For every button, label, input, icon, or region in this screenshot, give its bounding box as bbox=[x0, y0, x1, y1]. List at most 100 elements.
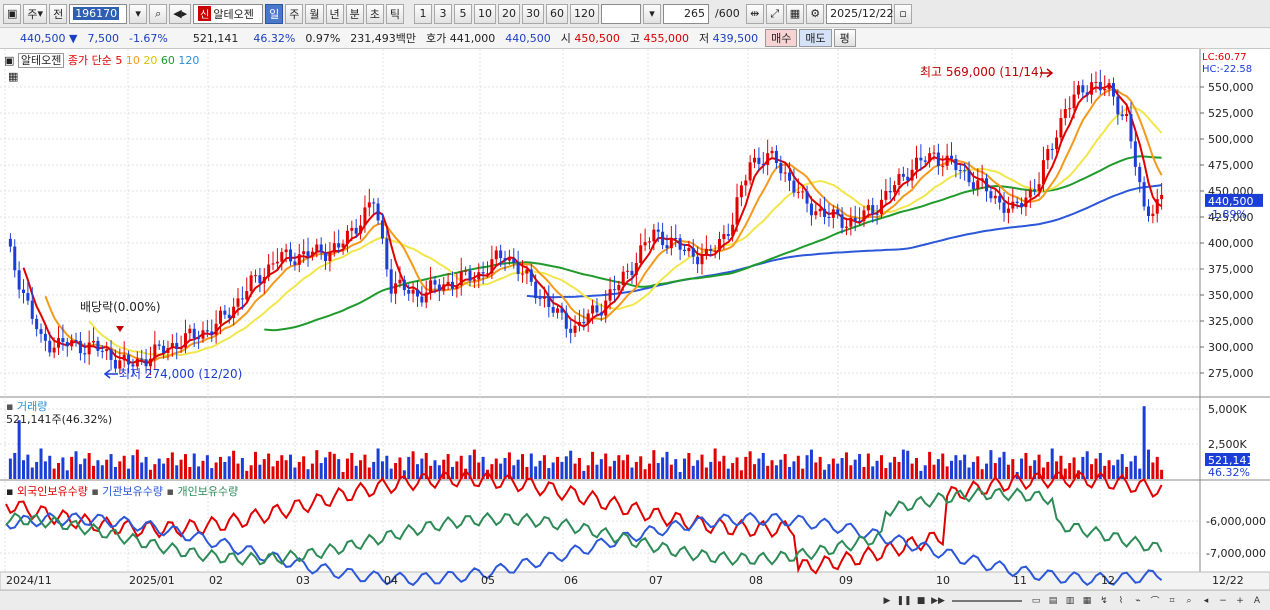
x-tick-label: 04 bbox=[384, 574, 398, 587]
open-block: 시 450,500 bbox=[556, 30, 625, 46]
candle-body bbox=[788, 172, 792, 181]
volume-bar bbox=[166, 458, 170, 479]
candle-body bbox=[906, 176, 910, 181]
prev-button[interactable]: 전 bbox=[49, 3, 68, 24]
candle-body bbox=[310, 251, 314, 257]
volume-bar bbox=[1107, 460, 1111, 479]
search-icon[interactable]: ⌕ bbox=[149, 3, 168, 24]
volume-bar bbox=[731, 463, 735, 479]
table-icon[interactable]: ▦ bbox=[8, 70, 19, 83]
stop-icon[interactable]: ■ bbox=[916, 595, 926, 606]
pause-icon[interactable]: ❚❚ bbox=[896, 595, 912, 606]
volume-bar bbox=[766, 465, 770, 479]
save-icon[interactable]: ▦ bbox=[785, 3, 805, 24]
sell-button[interactable]: 매도 bbox=[799, 29, 832, 47]
price-tick-label: 475,000 bbox=[1208, 159, 1254, 172]
candle-body bbox=[682, 249, 686, 252]
interval-3[interactable]: 3 bbox=[434, 3, 453, 24]
zoom-icon[interactable]: ⇹ bbox=[745, 3, 764, 24]
code-dropdown-icon[interactable]: ▾ bbox=[129, 3, 148, 24]
tab-year[interactable]: 년 bbox=[325, 3, 344, 24]
date-input[interactable]: 2025/12/22 bbox=[826, 3, 894, 24]
window-icon[interactable]: ▣ bbox=[3, 3, 22, 24]
layout-icon-4[interactable]: ▦ bbox=[1082, 595, 1092, 606]
tool-icon-3[interactable]: ⌁ bbox=[1135, 595, 1141, 606]
speaker-icon[interactable]: ◀▸ bbox=[169, 3, 192, 24]
volume-bar bbox=[319, 463, 323, 479]
interval-20[interactable]: 20 bbox=[498, 3, 521, 24]
interval-120[interactable]: 120 bbox=[570, 3, 600, 24]
period-select[interactable]: 주 ▾ bbox=[23, 3, 48, 24]
eval-button[interactable]: 평 bbox=[833, 29, 856, 47]
tab-week[interactable]: 주 bbox=[285, 3, 304, 24]
volume-bar bbox=[564, 456, 568, 479]
candle-body bbox=[65, 341, 69, 347]
volume-bar bbox=[757, 458, 761, 479]
search-zoom-icon[interactable]: ⌕ bbox=[1186, 595, 1192, 606]
x-tick-label: 2024/11 bbox=[6, 574, 52, 587]
volume-bar bbox=[844, 452, 848, 479]
candle-body bbox=[665, 245, 669, 249]
candle-body bbox=[516, 262, 520, 274]
zoom-out-icon[interactable]: − bbox=[1219, 595, 1227, 606]
tab-tick[interactable]: 틱 bbox=[385, 3, 405, 24]
tool-icon[interactable]: ⤢ bbox=[765, 3, 784, 24]
volume-bar bbox=[345, 458, 349, 479]
candle-body bbox=[521, 273, 525, 275]
font-icon[interactable]: A bbox=[1253, 595, 1261, 606]
candle-body bbox=[534, 281, 538, 299]
candle-body bbox=[643, 242, 647, 246]
candle-body bbox=[993, 195, 997, 199]
interval-custom-input[interactable] bbox=[601, 3, 642, 24]
scroll-left-icon[interactable]: ◂ bbox=[1203, 595, 1209, 606]
interval-dropdown-icon[interactable]: ▾ bbox=[643, 3, 662, 24]
interval-5[interactable]: 5 bbox=[454, 3, 473, 24]
layout-icon-1[interactable]: ▭ bbox=[1031, 595, 1041, 606]
candle-body bbox=[354, 227, 358, 234]
candle-body bbox=[774, 150, 778, 164]
volume-tick-label: 5,000K bbox=[1208, 403, 1247, 416]
volume-bar bbox=[57, 463, 61, 479]
interval-10[interactable]: 10 bbox=[474, 3, 497, 24]
interval-1[interactable]: 1 bbox=[414, 3, 433, 24]
layout-icon-2[interactable]: ▤ bbox=[1048, 595, 1058, 606]
volume-bar bbox=[805, 455, 809, 479]
fast-forward-icon[interactable]: ▶▶ bbox=[931, 595, 945, 606]
interval-30[interactable]: 30 bbox=[522, 3, 545, 24]
tab-day[interactable]: 일 bbox=[265, 3, 284, 24]
speed-slider[interactable] bbox=[952, 599, 1022, 602]
calendar-icon[interactable]: ▫ bbox=[894, 3, 913, 24]
gear-icon[interactable]: ⚙ bbox=[806, 3, 825, 24]
play-icon[interactable]: ▶ bbox=[883, 595, 891, 606]
stock-name-box[interactable]: 신 알테오젠 bbox=[193, 3, 264, 24]
tab-minute[interactable]: 분 bbox=[345, 3, 364, 24]
volume-bar bbox=[1111, 465, 1115, 479]
chart-canvas[interactable]: 550,000525,000500,000475,000450,000425,0… bbox=[0, 49, 1270, 591]
volume-bar bbox=[372, 461, 376, 479]
candle-body bbox=[586, 313, 590, 324]
candle-body bbox=[424, 292, 428, 303]
zoom-in-icon[interactable]: + bbox=[1236, 595, 1244, 606]
candle-body bbox=[928, 153, 932, 162]
candle-body bbox=[148, 358, 152, 367]
tool-icon-1[interactable]: ↯ bbox=[1100, 595, 1108, 606]
candle-body bbox=[932, 152, 936, 154]
volume-bar bbox=[394, 463, 398, 479]
candle-body bbox=[205, 330, 209, 332]
candle-body bbox=[726, 234, 730, 236]
tool-icon-4[interactable]: ⌒ bbox=[1150, 597, 1160, 607]
tool-icon-5[interactable]: ⌗ bbox=[1169, 595, 1175, 606]
stock-code-input[interactable]: 196170 bbox=[69, 3, 128, 24]
low-label: 저 bbox=[699, 32, 710, 45]
candle-body bbox=[1125, 114, 1129, 117]
tab-second[interactable]: 초 bbox=[365, 3, 384, 24]
tool-icon-2[interactable]: ⌇ bbox=[1118, 595, 1124, 606]
candle-body bbox=[302, 251, 306, 255]
count-input[interactable]: 265 bbox=[663, 3, 710, 24]
chart-area[interactable]: 550,000 525,000 500,000 475,000 450,000 425,0… bbox=[0, 49, 1270, 591]
layout-icon-3[interactable]: ▥ bbox=[1065, 595, 1075, 606]
interval-60[interactable]: 60 bbox=[546, 3, 569, 24]
tab-month[interactable]: 월 bbox=[305, 3, 324, 24]
buy-button[interactable]: 매수 bbox=[765, 29, 798, 47]
candle-body bbox=[591, 305, 595, 314]
